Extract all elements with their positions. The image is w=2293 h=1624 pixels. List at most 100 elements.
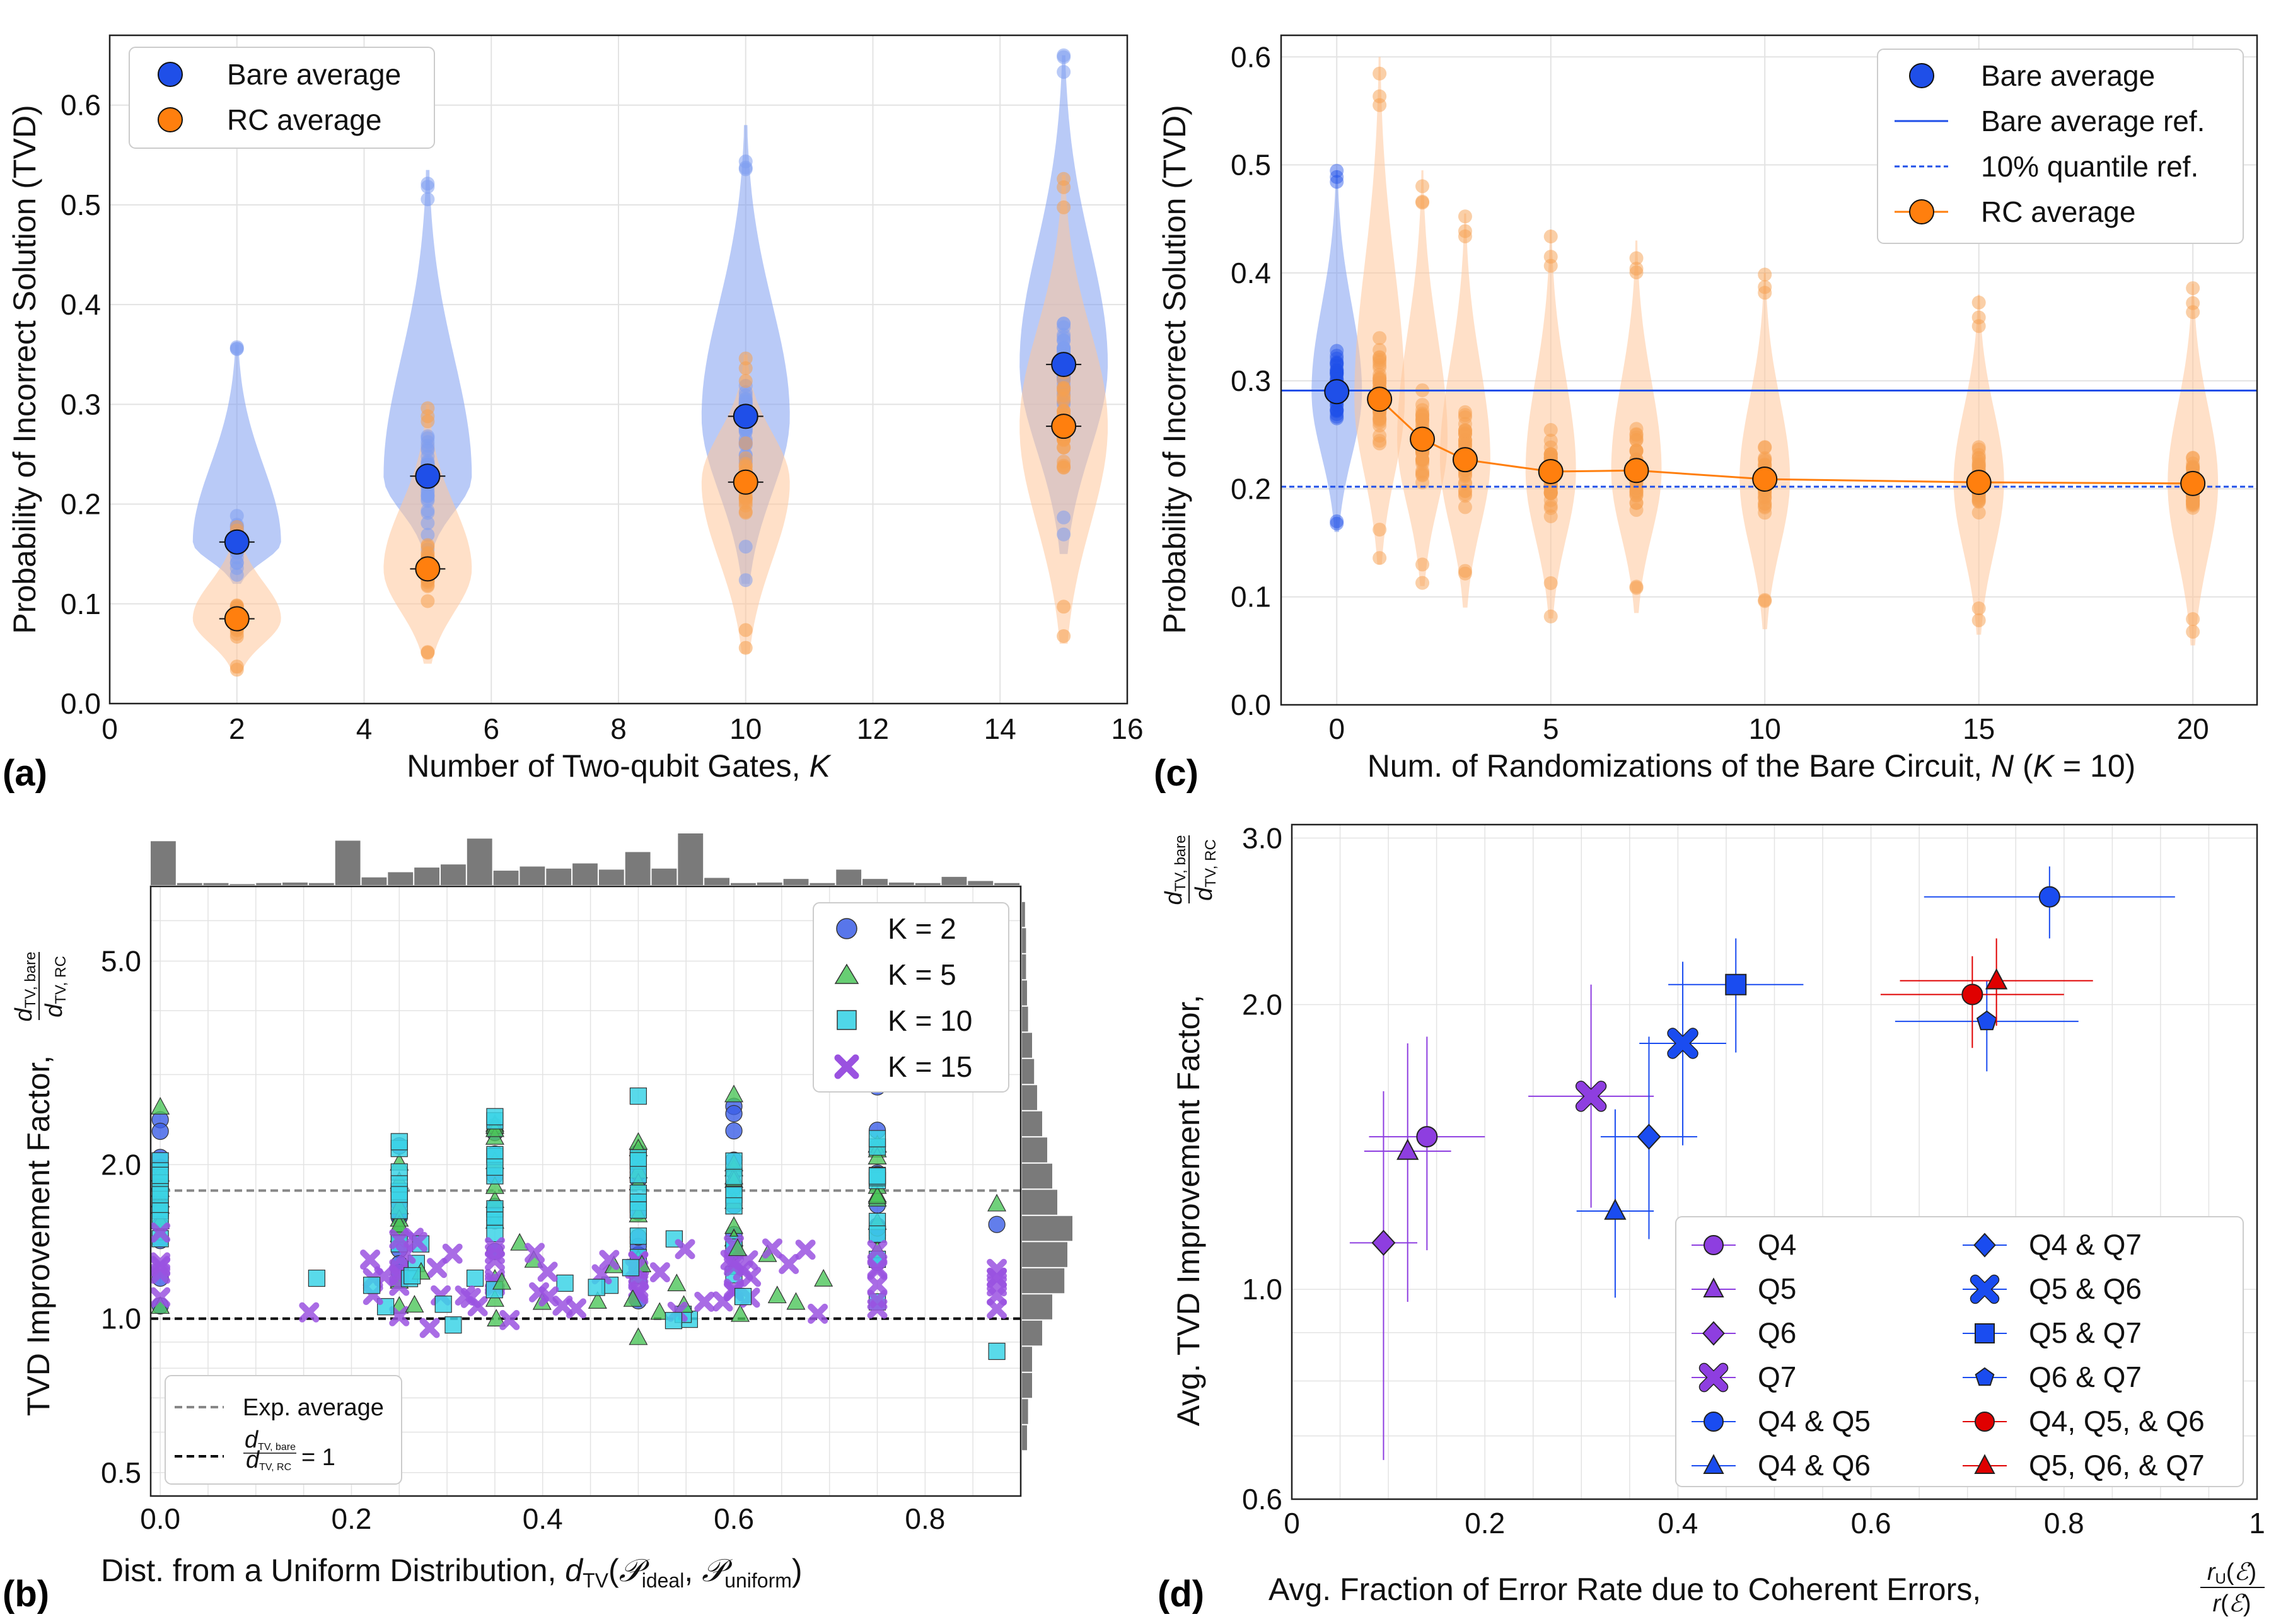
panel-b-right-hist-bar <box>1022 1347 1032 1372</box>
panel-d-y-tick-label: 3.0 <box>1242 821 1282 854</box>
panel-c: 0 5 10 15 20 0.0 0.1 0.2 0.3 0.4 0.5 0.6 Num. of R… <box>1157 34 2258 784</box>
panel-b-top-hist-bar <box>625 852 651 885</box>
panel-c-rc-point <box>2186 625 2200 639</box>
panel-b-right-hist-bar <box>1022 1320 1042 1346</box>
panel-a-y-tick-label: 0.1 <box>61 588 101 620</box>
panel-b-right-histogram <box>1022 902 1072 1451</box>
panel-d-point <box>1576 1081 1606 1111</box>
panel-a-x-tick-label: 8 <box>610 712 627 745</box>
panel-b-k15-point <box>808 1303 828 1324</box>
panel-b-legend2: Exp. average dTV, bare dTV, RC = 1 <box>165 1375 402 1485</box>
panel-b-right-hist-bar <box>1022 1399 1028 1424</box>
panel-c-rc-point <box>1543 609 1558 624</box>
panel-b-right-hist-bar <box>1022 1215 1072 1241</box>
panel-a-bare-point <box>421 516 435 530</box>
legend-d-label: Q5 & Q6 <box>2029 1272 2142 1305</box>
panel-a-bare-violin <box>192 344 281 584</box>
panel-label-a: (a) <box>3 753 47 794</box>
panel-b-top-hist-bar <box>678 833 704 885</box>
panel-b-right-hist-bar <box>1022 980 1027 1006</box>
panel-c-x-tick-label: 5 <box>1543 712 1559 745</box>
panel-c-bare-point <box>1330 403 1344 417</box>
panel-d-frame <box>1291 823 2258 1500</box>
panel-a-bare-mean <box>415 463 441 489</box>
panel-b-k10-point <box>868 1130 886 1147</box>
panel-c-bare-point <box>1330 409 1344 424</box>
panel-d-y-tick-label: 0.6 <box>1242 1483 1282 1516</box>
panel-a-rc-point <box>738 351 753 366</box>
panel-b-k5-point <box>510 1232 530 1251</box>
panel-b-right-hist-bar <box>1022 1294 1052 1320</box>
panel-d-legend-box <box>1675 1216 2244 1487</box>
panel-c-xlabel: Num. of Randomizations of the Bare Circu… <box>1367 748 2136 784</box>
panel-b-k15-point <box>762 1238 782 1259</box>
panel-b-y-tick-label: 5.0 <box>101 945 141 978</box>
panel-b-top-hist-bar <box>994 883 1019 885</box>
legend-d-marker <box>1975 1412 1995 1432</box>
panel-b-k5-point <box>731 1304 750 1322</box>
panel-b-x-tick-label: 0.0 <box>140 1502 180 1535</box>
panel-c-rc-point <box>1971 601 1986 615</box>
legend-d-label: Q5, Q6, & Q7 <box>2029 1449 2205 1482</box>
panel-c-x-tick-label: 10 <box>1749 712 1781 745</box>
panel-b-k5-point <box>492 1272 511 1290</box>
panel-c-rc-point <box>1543 229 1558 244</box>
panel-c-rc-point <box>1458 564 1472 578</box>
panel-c-bare-point <box>1330 163 1344 178</box>
panel-c-bare-point <box>1330 366 1344 380</box>
panel-d-y-ticks: 0.6 1.0 2.0 3.0 <box>1242 821 1282 1516</box>
panel-c-bare-point <box>1330 351 1344 366</box>
panel-c-rc-point <box>1373 551 1387 566</box>
panel-c-x-tick-label: 0 <box>1328 712 1345 745</box>
panel-b-k15-point <box>442 1243 463 1264</box>
panel-c-rc-point <box>1415 464 1430 478</box>
panel-b-top-hist-bar <box>968 881 994 885</box>
legend-unity-label: = 1 <box>301 1444 335 1471</box>
panel-a-bare-mean <box>733 403 758 429</box>
panel-c-rc-mean <box>1623 458 1649 484</box>
panel-a-x-tick-label: 14 <box>984 712 1016 745</box>
panel-c-bare-point <box>1330 356 1344 371</box>
panel-c-y-tick-label: 0.2 <box>1231 472 1271 505</box>
panel-d-ylabel-text: Avg. TVD Improvement Factor, <box>1171 995 1206 1427</box>
panel-a-rc-point <box>421 594 435 608</box>
panel-a-rc-point <box>229 663 244 677</box>
panel-label-d: (d) <box>1158 1574 1204 1615</box>
panel-b-k15-point <box>299 1302 320 1323</box>
panel-a-rc-point <box>738 374 753 388</box>
panel-c-y-tick-label: 0.0 <box>1231 688 1271 721</box>
panel-b-k10-point <box>629 1088 647 1105</box>
panel-c-bare-point <box>1330 175 1344 189</box>
panel-c-rc-point <box>1758 594 1772 608</box>
legend-d-label: Q4 & Q6 <box>1758 1449 1871 1482</box>
panel-b-top-hist-bar <box>915 883 941 885</box>
panel-d-x-tick-label: 0.4 <box>1657 1507 1698 1540</box>
panel-b-right-hist-bar <box>1022 1425 1027 1451</box>
panel-c-rc-point <box>1629 265 1644 280</box>
panel-b-legend2-box <box>165 1375 402 1485</box>
panel-b-k15-point <box>987 1276 1007 1297</box>
panel-b-scatter-points <box>151 1078 1007 1360</box>
panel-c-rc-point <box>1629 579 1644 594</box>
panel-a-y-tick-label: 0.0 <box>61 687 101 720</box>
panel-b-k15-point <box>537 1262 558 1282</box>
panel-c-rc-point <box>1373 98 1387 112</box>
panel-a-x-tick-label: 4 <box>356 712 373 745</box>
panel-b-top-hist-bar <box>941 876 967 885</box>
panel-b-k5-point <box>629 1327 648 1345</box>
panel-c-rc-point <box>2186 281 2200 296</box>
panel-c-bare-point <box>1330 366 1344 380</box>
panel-a-rc-point <box>1057 381 1071 396</box>
panel-b-top-hist-bar <box>308 883 334 885</box>
panel-b-right-hist-bar <box>1022 902 1025 927</box>
panel-c-x-ticks: 0 5 10 15 20 <box>1328 712 2209 745</box>
panel-a-x-tick-label: 6 <box>483 712 499 745</box>
panel-c-rc-mean <box>1410 426 1436 452</box>
panel-b-k10-point <box>629 1227 647 1245</box>
panel-b-top-hist-bar <box>361 877 387 885</box>
panel-c-bare-point <box>1330 403 1344 417</box>
panel-b-top-hist-bar <box>520 866 545 885</box>
panel-c-frame <box>1280 34 2258 706</box>
panel-c-x-tick-label: 20 <box>2177 712 2209 745</box>
panel-d-ylabel: Avg. TVD Improvement Factor, dTV, bare d… <box>1161 835 1219 1427</box>
